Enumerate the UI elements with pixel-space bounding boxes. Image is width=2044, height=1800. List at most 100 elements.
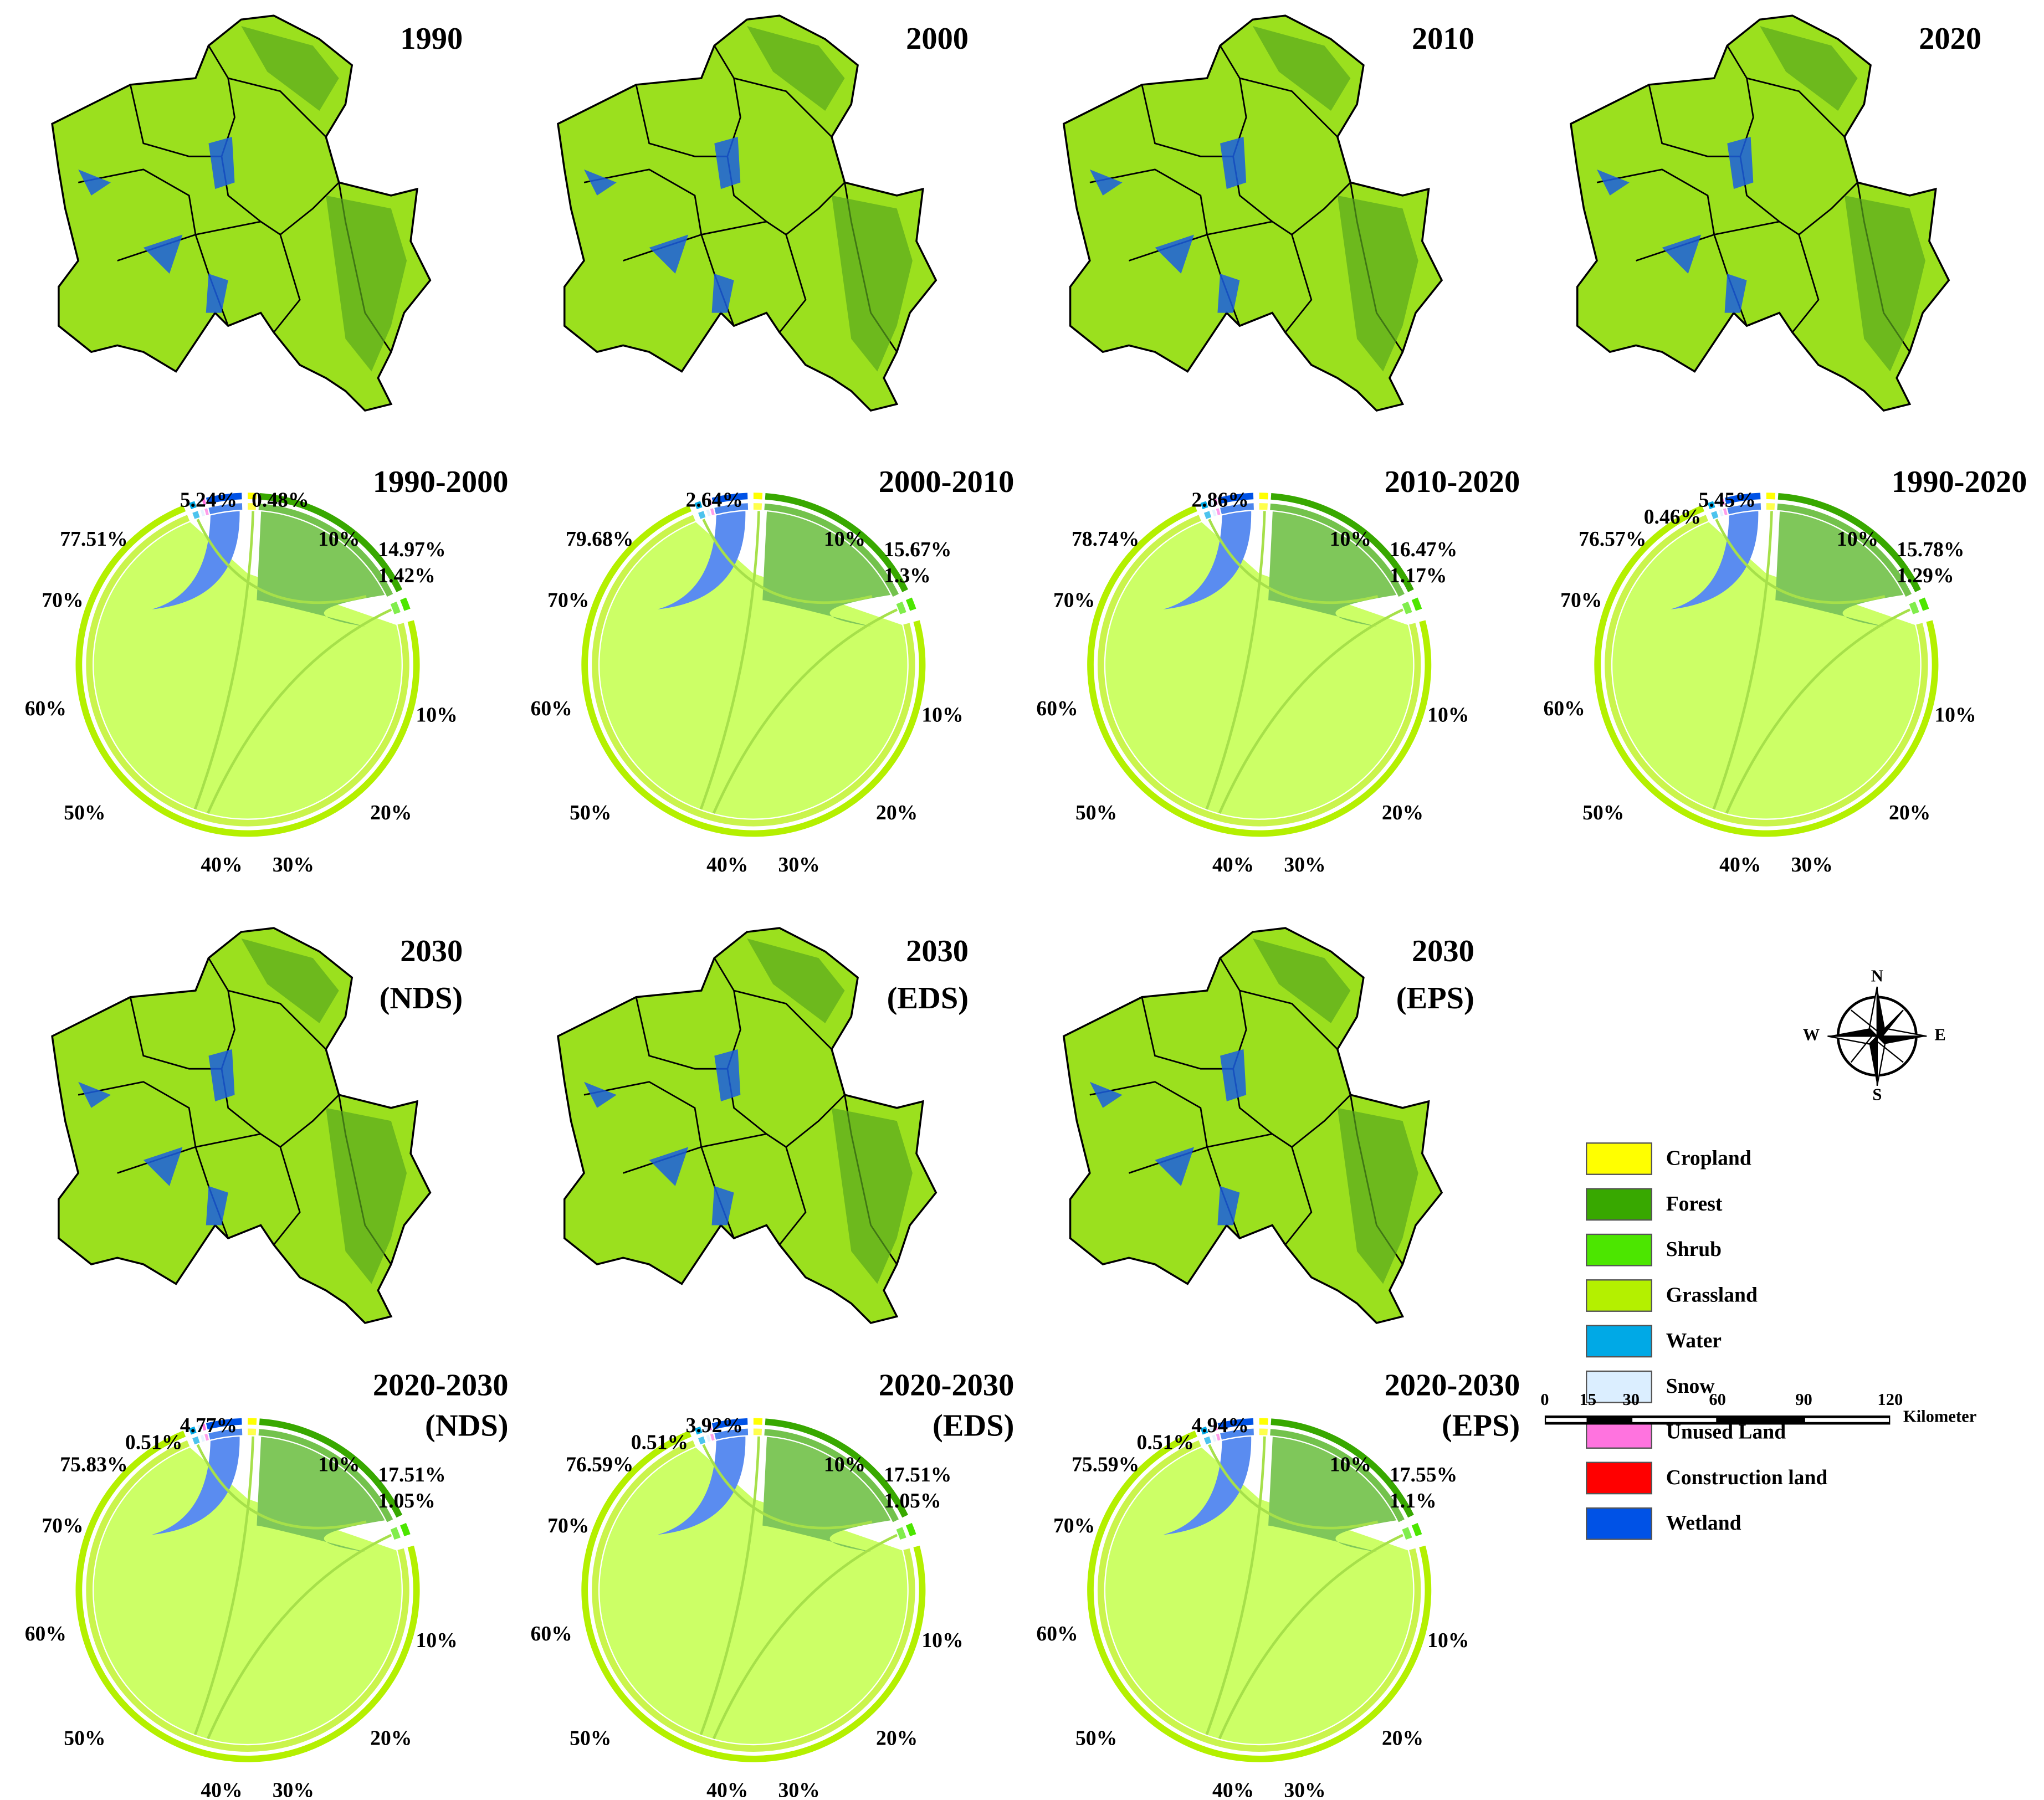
ring-segment — [1216, 508, 1221, 516]
maps: 1990 2000 2010 2020 2030 (NDS) 2030 (EDS) 2030 (E… — [51, 14, 1981, 1324]
ring-tick: 40% — [1719, 853, 1761, 876]
flow-label: 75.83% — [60, 1453, 127, 1476]
ring-tick: 20% — [876, 1726, 918, 1750]
minor-flows — [1712, 511, 1911, 814]
minor-flows — [1205, 1436, 1403, 1740]
grassland-flow — [94, 522, 402, 819]
ring-tick: 40% — [1212, 853, 1254, 876]
wetland-flow — [1670, 511, 1759, 609]
ring-tick: 10% — [318, 1453, 360, 1476]
compass-w: W — [1803, 1025, 1820, 1044]
legend-swatch — [1586, 1279, 1653, 1312]
flow-label: 76.57% — [1579, 527, 1646, 551]
flow-label: 0.51% — [631, 1430, 688, 1454]
compass-s: S — [1872, 1085, 1882, 1104]
ring-segment — [1208, 499, 1214, 507]
map — [557, 927, 937, 1324]
legend-label: Grassland — [1666, 1284, 1758, 1307]
grassland-flow — [600, 1447, 908, 1744]
ring-tick: 60% — [25, 697, 66, 720]
ring-segment — [1402, 601, 1412, 614]
chord-title: 2020-2030 — [1385, 1368, 1520, 1403]
ring-segment — [706, 1434, 711, 1442]
ring-tick: 40% — [201, 853, 242, 876]
map-title: 2010 — [1412, 22, 1474, 56]
chord-title: 2010-2020 — [1385, 465, 1520, 499]
ring-segment — [202, 498, 207, 505]
legend-label: Forest — [1666, 1192, 1723, 1216]
flow-label: 0.51% — [1137, 1430, 1194, 1454]
ring-tick: 30% — [778, 853, 820, 876]
wetland-flow — [657, 511, 746, 609]
map-title: 2000 — [906, 22, 969, 56]
ring-segment — [1766, 493, 1776, 500]
ring-segment — [1216, 1433, 1221, 1441]
flow-label: 1.1% — [1390, 1489, 1437, 1512]
chord-title: (NDS) — [425, 1408, 509, 1443]
ring-tick: 20% — [1889, 801, 1930, 824]
scale-bar — [1544, 1415, 1891, 1425]
map — [51, 14, 432, 412]
ring-segment — [905, 1522, 916, 1536]
legend-swatch — [1586, 1461, 1653, 1495]
ring-tick: 70% — [42, 589, 83, 612]
map-title: (EDS) — [887, 981, 969, 1016]
flow-label: 17.55% — [1390, 1463, 1457, 1486]
flow-label: 5.45% — [1699, 488, 1756, 511]
ring-tick: 30% — [1284, 853, 1325, 876]
ring-segment — [753, 1428, 762, 1435]
ring-tick: 40% — [706, 853, 748, 876]
map-title: (EPS) — [1396, 981, 1474, 1016]
flow-label: 16.47% — [1390, 538, 1457, 561]
flow-label: 17.51% — [378, 1463, 445, 1486]
flow-label: 14.97% — [378, 538, 445, 561]
ring-segment — [1208, 1424, 1214, 1432]
ring-tick: 30% — [1284, 1779, 1325, 1800]
ring-tick: 20% — [1382, 1726, 1423, 1750]
ring-tick: 10% — [416, 1629, 458, 1652]
ring-segment — [1724, 493, 1761, 504]
ring-segment — [192, 511, 200, 519]
ring-tick: 20% — [876, 801, 918, 824]
ring-segment — [753, 493, 763, 500]
ring-segment — [753, 503, 762, 510]
ring-segment — [1727, 503, 1761, 515]
ring-segment — [896, 601, 906, 614]
ring-segment — [1766, 503, 1775, 510]
ring-segment — [248, 503, 257, 510]
map-title: 2030 — [1412, 934, 1474, 968]
ring-segment — [1909, 601, 1919, 614]
chord-title: (EPS) — [1442, 1408, 1520, 1443]
ring-tick: 50% — [1582, 801, 1624, 824]
scale-tick: 120 — [1877, 1390, 1903, 1409]
ring-segment — [188, 1426, 197, 1435]
ring-segment — [896, 1527, 906, 1540]
flow-label: 1.05% — [378, 1489, 435, 1512]
flow-label: 2.86% — [1191, 488, 1248, 511]
ring-segment — [390, 601, 401, 614]
flow-label: 3.92% — [686, 1414, 743, 1437]
ring-segment — [1259, 1418, 1268, 1425]
ring-segment — [703, 499, 708, 507]
ring-tick: 30% — [273, 853, 314, 876]
forest-flow — [1268, 511, 1397, 627]
ring-tick: 70% — [42, 1514, 83, 1537]
flow-label: 4.94% — [1191, 1414, 1248, 1437]
ring-segment — [714, 503, 749, 515]
wetland-flow — [151, 511, 240, 609]
ring-tick: 40% — [201, 1779, 242, 1800]
flow-label: 15.67% — [884, 538, 951, 561]
ring-segment — [248, 1418, 257, 1425]
forest-flow — [762, 511, 891, 627]
ring-segment — [710, 1433, 715, 1441]
ring-segment — [390, 1527, 401, 1540]
ring-segment — [703, 1424, 708, 1432]
ring-tick: 70% — [547, 589, 589, 612]
ring-segment — [1411, 1522, 1422, 1536]
scale-tick: 30 — [1622, 1390, 1640, 1409]
ring-segment — [905, 597, 916, 611]
ring-tick: 10% — [824, 1453, 865, 1476]
ring-tick: 10% — [1427, 704, 1469, 727]
ring-segment — [204, 1433, 209, 1441]
scale-unit: Kilometer — [1903, 1407, 1976, 1426]
